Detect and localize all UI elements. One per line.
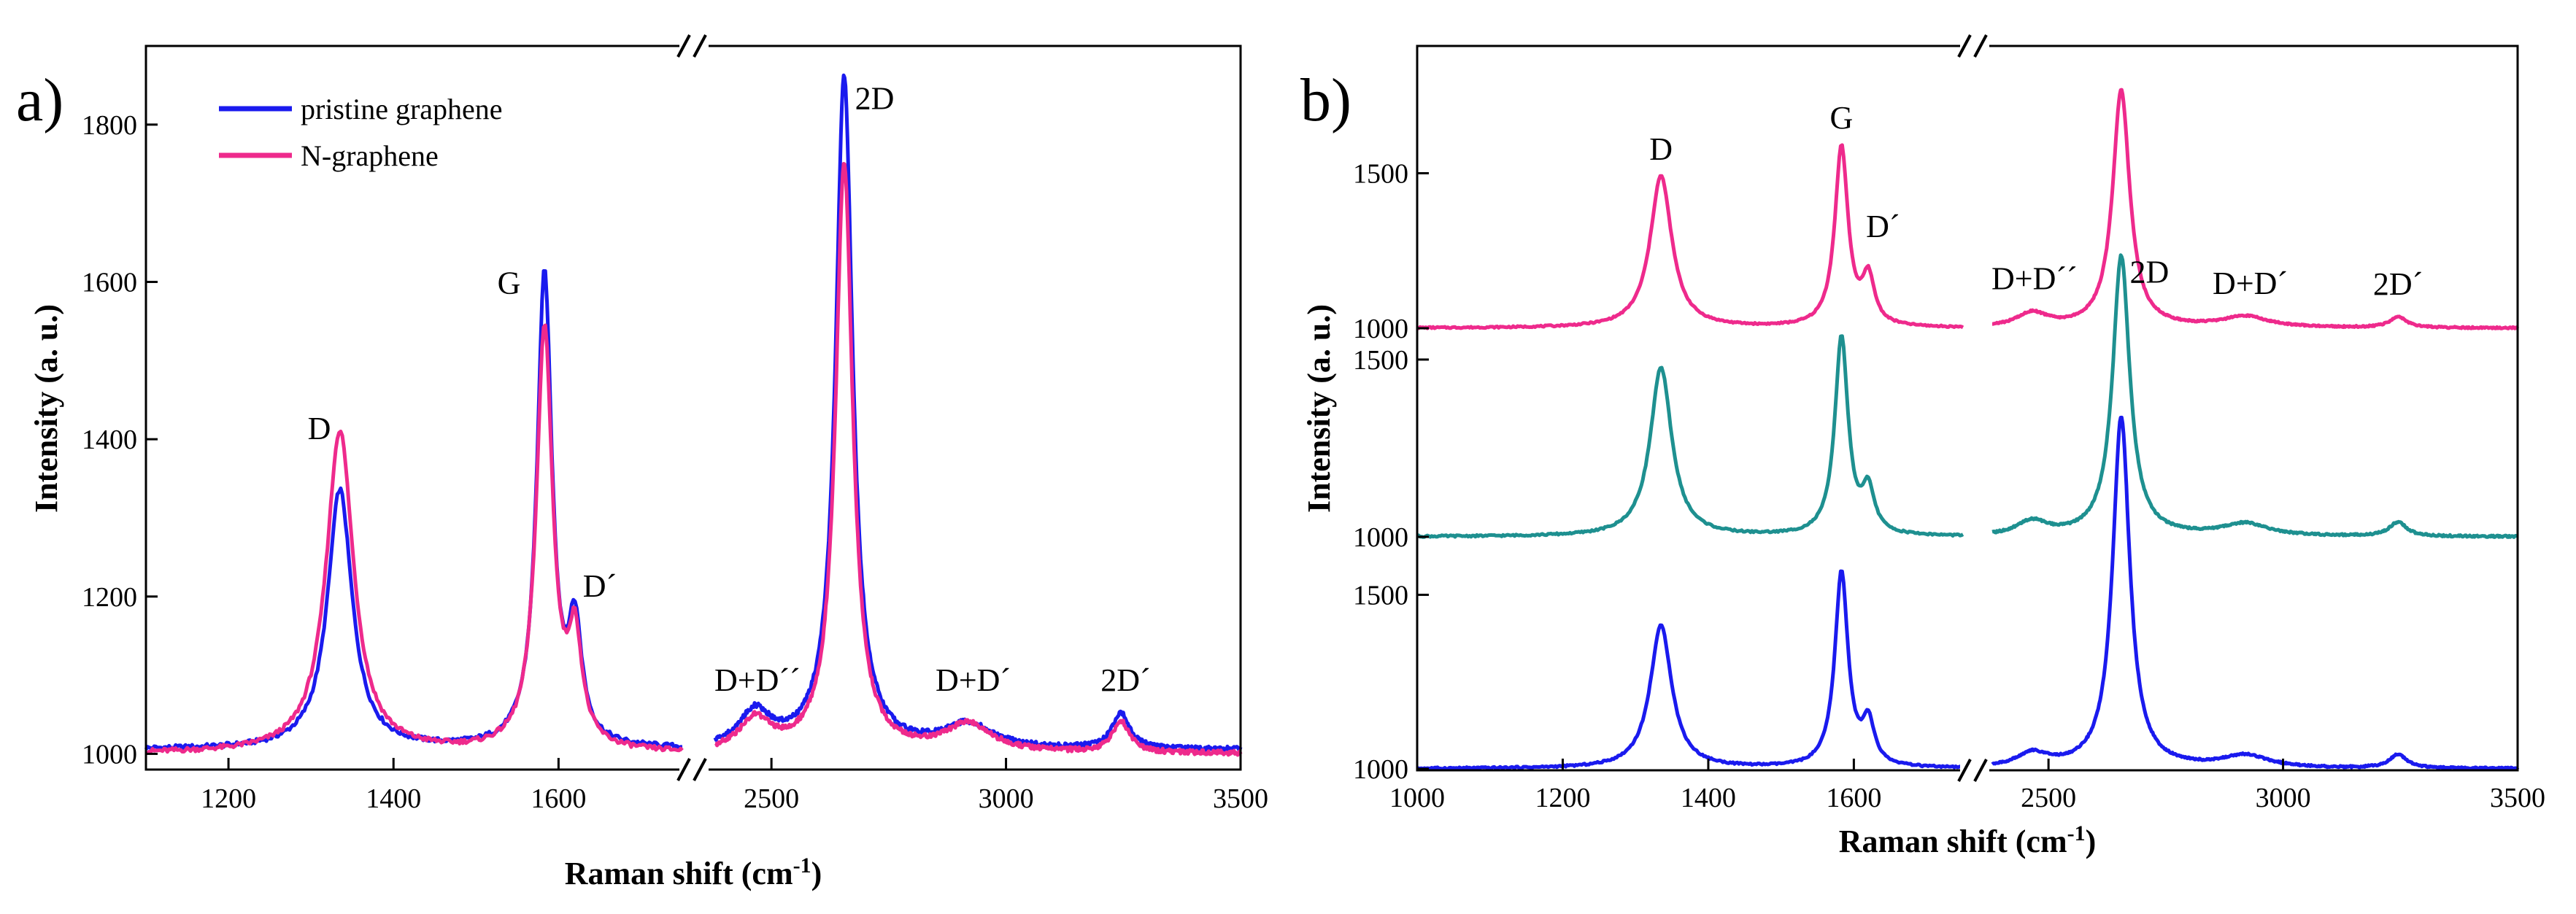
- peak-label-b-5: D+D´: [2213, 266, 2288, 301]
- ytick-label-b-middle-1500: 1500: [1353, 345, 1408, 376]
- peak-label-a-6: 2D´: [1100, 662, 1150, 698]
- peak-label-b-1: G: [1830, 100, 1854, 136]
- trace-pristine-graphene-seg2: [713, 73, 1243, 753]
- panel-a-label: a): [16, 66, 63, 134]
- axis-break-mark-a-top-l: [676, 34, 691, 58]
- panel-a-legend: pristine graphene N-graphene: [219, 93, 503, 172]
- ytick-label-b-top-1500: 1500: [1353, 159, 1408, 190]
- xtick-label-b-3000: 3000: [2256, 783, 2311, 813]
- axis-break-mark-a-bottom-r: [693, 758, 707, 781]
- legend-label-pristine: pristine graphene: [301, 93, 503, 125]
- panel-a: a) 1000 1200 1400 1600 1800 1200 1400 1600 2500 3…: [16, 34, 1268, 891]
- trace-b-middle-seg2: [1991, 253, 2519, 539]
- xtick-label-a-1200: 1200: [201, 783, 256, 814]
- xtick-label-b-1400: 1400: [1681, 783, 1736, 813]
- axis-break-mark-b-bottom-l: [1957, 759, 1972, 782]
- ytick-label-a-1200: 1200: [82, 582, 137, 613]
- peak-label-b-3: D+D´´: [1991, 260, 2078, 296]
- xtick-label-b-1200: 1200: [1535, 783, 1590, 813]
- xtick-label-b-1000: 1000: [1389, 783, 1445, 813]
- panel-b-label: b): [1300, 66, 1351, 134]
- peak-label-a-1: G: [498, 266, 521, 301]
- trace-pristine-graphene-seg1: [144, 269, 683, 752]
- ytick-label-b-bottom-1500: 1500: [1353, 580, 1408, 611]
- trace-b-top-seg2: [1991, 88, 2520, 330]
- ytick-label-a-1800: 1800: [82, 110, 137, 141]
- trace-b-top-seg1: [1416, 143, 1964, 330]
- xtick-label-b-3500: 3500: [2490, 783, 2545, 813]
- legend-label-n-graphene: N-graphene: [301, 139, 439, 172]
- panel-a-ylabel: Intensity (a. u.): [28, 304, 64, 513]
- ytick-label-b-middle-1000: 1000: [1353, 522, 1408, 553]
- peak-label-b-2: D´: [1866, 209, 1900, 244]
- peak-label-a-2: D´: [583, 568, 617, 604]
- axis-break-mark-b-top-r: [1973, 34, 1988, 58]
- trace-N-graphene-seg1: [145, 323, 684, 756]
- trace-N-graphene-seg2: [714, 162, 1243, 757]
- panel-b-xlabel: Raman shift (cm-1): [1839, 821, 2097, 859]
- peak-label-b-0: D: [1649, 131, 1673, 167]
- axis-break-mark-a-bottom-l: [676, 758, 691, 781]
- trace-b-middle-seg1: [1416, 334, 1964, 539]
- xtick-label-a-1400: 1400: [366, 783, 421, 814]
- xtick-label-a-1600: 1600: [531, 783, 586, 814]
- ytick-label-b-top-1000: 1000: [1353, 314, 1408, 344]
- panel-b-frame: [1416, 44, 2519, 772]
- peak-label-a-5: D+D´: [936, 662, 1011, 698]
- ytick-label-a-1600: 1600: [82, 267, 137, 298]
- ytick-label-b-bottom-1000: 1000: [1353, 754, 1408, 785]
- axis-break-mark-b-bottom-r: [1973, 759, 1988, 782]
- trace-b-bottom-seg2: [1991, 415, 2520, 771]
- panel-a-xlabel: Raman shift (cm-1): [565, 853, 822, 891]
- ytick-label-a-1400: 1400: [82, 425, 137, 455]
- peak-label-b-4: 2D: [2129, 255, 2169, 290]
- peak-label-b-6: 2D´: [2373, 266, 2423, 302]
- ytick-label-a-1000: 1000: [82, 739, 137, 770]
- xtick-label-a-3000: 3000: [979, 783, 1034, 814]
- panel-b-ylabel: Intensity (a. u.): [1301, 304, 1337, 513]
- xtick-label-b-2500: 2500: [2021, 783, 2076, 813]
- xtick-label-a-2500: 2500: [744, 783, 799, 814]
- xtick-label-a-3500: 3500: [1213, 783, 1268, 814]
- trace-b-bottom-seg1: [1416, 569, 1964, 771]
- peak-label-a-0: D: [308, 411, 331, 446]
- peak-label-a-4: 2D: [855, 80, 895, 116]
- axis-break-mark-b-top-l: [1957, 34, 1972, 58]
- peak-label-a-3: D+D´´: [714, 662, 801, 698]
- axis-break-mark-a-top-r: [693, 34, 707, 58]
- xtick-label-b-1600: 1600: [1826, 783, 1881, 813]
